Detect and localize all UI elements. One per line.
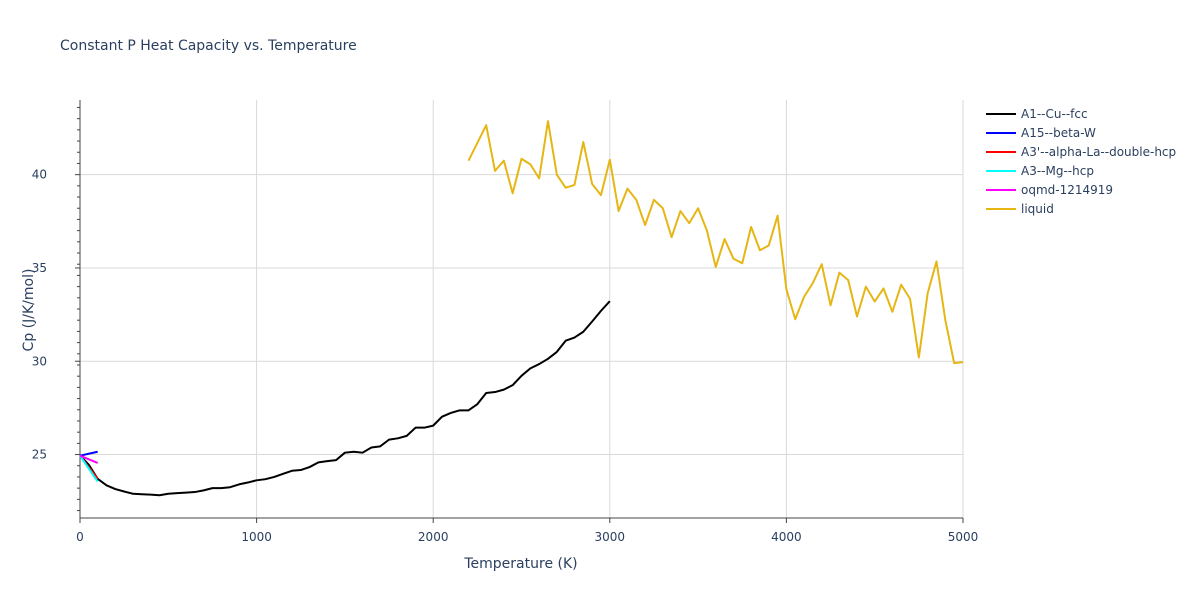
x-tick-label: 2000 [418, 530, 449, 544]
legend-label: oqmd-1214919 [1021, 183, 1113, 197]
chart-title: Constant P Heat Capacity vs. Temperature [60, 38, 357, 54]
y-axis-title: Cp (J/K/mol) [21, 269, 37, 352]
legend-label: A1--Cu--fcc [1021, 107, 1088, 121]
axes [77, 100, 963, 519]
legend: A1--Cu--fcc A15--beta-W A3'--alpha-La--dou… [986, 107, 1176, 216]
series-line-oqmd-1214919[interactable] [79, 454, 99, 464]
plot-area[interactable] [79, 120, 964, 497]
legend-label: A3'--alpha-La--double-hcp [1021, 145, 1176, 159]
series-line-a1-cu-fcc[interactable] [79, 300, 611, 497]
legend-label: A3--Mg--hcp [1021, 164, 1094, 178]
legend-item[interactable]: liquid [986, 202, 1054, 216]
x-tick-label: 0 [76, 530, 84, 544]
legend-label: liquid [1021, 202, 1054, 216]
series-line-a15-beta-w[interactable] [79, 450, 98, 457]
x-tick-label: 1000 [241, 530, 272, 544]
x-tick-label: 5000 [948, 530, 979, 544]
x-tick-label: 4000 [771, 530, 802, 544]
x-axis-title: Temperature (K) [463, 556, 577, 572]
legend-item[interactable]: A15--beta-W [986, 126, 1096, 140]
legend-item[interactable]: A1--Cu--fcc [986, 107, 1088, 121]
series-line-liquid[interactable] [467, 120, 964, 365]
legend-item[interactable]: oqmd-1214919 [986, 183, 1113, 197]
y-tick-label: 25 [32, 448, 47, 462]
grid-lines [80, 100, 964, 518]
legend-item[interactable]: A3--Mg--hcp [986, 164, 1094, 178]
y-tick-label: 30 [32, 354, 47, 368]
series-line-a3-mg-hcp[interactable] [79, 455, 99, 483]
y-axis-ticks: 25 30 35 40 [32, 168, 80, 462]
legend-item[interactable]: A3'--alpha-La--double-hcp [986, 145, 1176, 159]
legend-label: A15--beta-W [1021, 126, 1096, 140]
x-axis-ticks: 0 1000 2000 3000 4000 5000 [76, 518, 978, 544]
y-tick-label: 35 [32, 261, 47, 275]
x-tick-label: 3000 [595, 530, 626, 544]
y-tick-label: 40 [32, 168, 47, 182]
